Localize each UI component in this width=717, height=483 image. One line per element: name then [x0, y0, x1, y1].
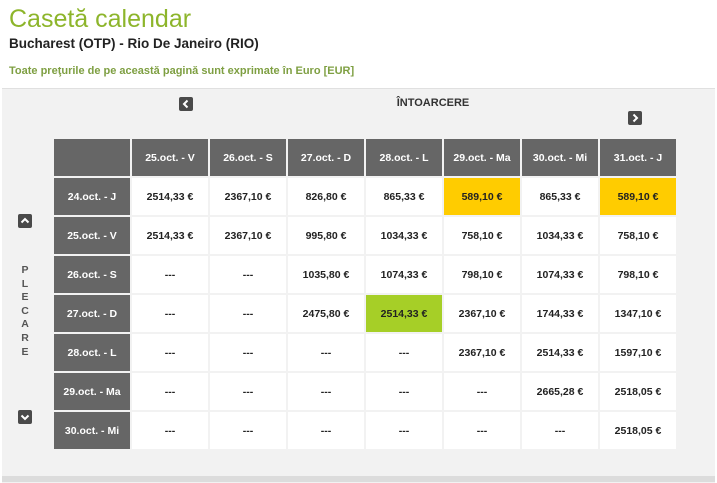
- price-cell: ---: [210, 334, 286, 371]
- price-cell[interactable]: 2514,33 €: [522, 334, 598, 371]
- table-row: 25.oct. - V 2514,33 €2367,10 €995,80 €103…: [54, 217, 676, 254]
- table-row: 28.oct. - L --- --- --- --- 2367,10 €2514,33 …: [54, 334, 676, 371]
- price-cell: ---: [522, 412, 598, 449]
- departure-label-letter: L: [21, 277, 29, 290]
- price-cell[interactable]: 995,80 €: [288, 217, 364, 254]
- price-cell[interactable]: 2518,05 €: [600, 412, 676, 449]
- departure-label-letter: P: [21, 264, 29, 276]
- price-cell: ---: [132, 295, 208, 332]
- price-cell: ---: [366, 334, 442, 371]
- price-cell[interactable]: 2514,33 €: [132, 178, 208, 215]
- price-cell[interactable]: 1074,33 €: [366, 256, 442, 293]
- price-cell[interactable]: 2367,10 €: [210, 178, 286, 215]
- price-cell[interactable]: 2475,80 €: [288, 295, 364, 332]
- price-cell: ---: [210, 412, 286, 449]
- price-calendar-table: 25.oct. - V 26.oct. - S 27.oct. - D 28.oct.…: [52, 137, 678, 451]
- table-row: 24.oct. - J 2514,33 €2367,10 €826,80 €865…: [54, 178, 676, 215]
- price-cell: ---: [444, 412, 520, 449]
- price-cell: ---: [132, 334, 208, 371]
- departure-date-header: 28.oct. - L: [54, 334, 130, 371]
- price-cell[interactable]: 2367,10 €: [444, 334, 520, 371]
- price-cell: ---: [210, 256, 286, 293]
- table-row: 26.oct. - S --- --- 1035,80 €1074,33 €798,1…: [54, 256, 676, 293]
- price-cell[interactable]: 1744,33 €: [522, 295, 598, 332]
- next-departure-button[interactable]: [18, 410, 32, 424]
- price-cell[interactable]: 1035,80 €: [288, 256, 364, 293]
- chevron-right-icon: [632, 113, 639, 123]
- price-cell[interactable]: 1034,33 €: [366, 217, 442, 254]
- departure-date-header: 26.oct. - S: [54, 256, 130, 293]
- next-return-button[interactable]: [628, 111, 642, 125]
- table-row: 29.oct. - Ma --- --- --- --- --- 2665,28 €2518…: [54, 373, 676, 410]
- price-cell[interactable]: 589,10 €: [444, 178, 520, 215]
- departure-date-header: 30.oct. - Mi: [54, 412, 130, 449]
- price-cell: ---: [444, 373, 520, 410]
- price-cell[interactable]: 1597,10 €: [600, 334, 676, 371]
- chevron-left-icon: [182, 99, 189, 109]
- table-row: 27.oct. - D --- --- 2475,80 €2514,33 €2367,…: [54, 295, 676, 332]
- return-date-header: 28.oct. - L: [366, 139, 442, 176]
- price-cell: ---: [366, 373, 442, 410]
- return-date-header: 25.oct. - V: [132, 139, 208, 176]
- price-cell: ---: [366, 412, 442, 449]
- price-cell: ---: [288, 412, 364, 449]
- departure-label-letter: R: [21, 331, 29, 344]
- price-cell: ---: [132, 412, 208, 449]
- route-title: Bucharest (OTP) - Rio De Janeiro (RIO): [9, 36, 259, 51]
- price-cell[interactable]: 589,10 €: [600, 178, 676, 215]
- price-cell: ---: [288, 373, 364, 410]
- price-cell[interactable]: 2665,28 €: [522, 373, 598, 410]
- departure-date-header: 29.oct. - Ma: [54, 373, 130, 410]
- prev-departure-button[interactable]: [18, 214, 32, 228]
- price-cell[interactable]: 2367,10 €: [444, 295, 520, 332]
- price-cell: ---: [210, 295, 286, 332]
- price-cell[interactable]: 2514,33 €: [366, 295, 442, 332]
- header-row: 25.oct. - V 26.oct. - S 27.oct. - D 28.oct.…: [54, 139, 676, 176]
- price-cell: ---: [132, 373, 208, 410]
- price-cell[interactable]: 2518,05 €: [600, 373, 676, 410]
- price-cell[interactable]: 1074,33 €: [522, 256, 598, 293]
- return-label: ÎNTOARCERE: [396, 97, 470, 109]
- price-cell[interactable]: 798,10 €: [600, 256, 676, 293]
- price-cell: ---: [210, 373, 286, 410]
- departure-label-letter: C: [21, 304, 29, 317]
- price-cell[interactable]: 2514,33 €: [132, 217, 208, 254]
- price-cell[interactable]: 865,33 €: [522, 178, 598, 215]
- page-title: Casetă calendar: [9, 5, 192, 33]
- price-cell[interactable]: 758,10 €: [444, 217, 520, 254]
- departure-date-header: 25.oct. - V: [54, 217, 130, 254]
- return-date-header: 29.oct. - Ma: [444, 139, 520, 176]
- price-cell: ---: [132, 256, 208, 293]
- price-cell[interactable]: 2367,10 €: [210, 217, 286, 254]
- return-date-header: 27.oct. - D: [288, 139, 364, 176]
- price-cell[interactable]: 1347,10 €: [600, 295, 676, 332]
- price-cell: ---: [288, 334, 364, 371]
- bottom-bar: [2, 476, 715, 482]
- departure-label-letter: E: [21, 345, 29, 358]
- corner-cell: [54, 139, 130, 176]
- return-date-header: 31.oct. - J: [600, 139, 676, 176]
- departure-label-letter: A: [21, 318, 29, 331]
- price-cell[interactable]: 758,10 €: [600, 217, 676, 254]
- departure-label-letter: E: [21, 291, 29, 304]
- chevron-down-icon: [20, 414, 30, 421]
- price-cell[interactable]: 826,80 €: [288, 178, 364, 215]
- price-cell[interactable]: 798,10 €: [444, 256, 520, 293]
- prev-return-button[interactable]: [179, 97, 193, 111]
- return-date-header: 26.oct. - S: [210, 139, 286, 176]
- departure-date-header: 27.oct. - D: [54, 295, 130, 332]
- currency-note: Toate preţurile de pe această pagină sun…: [9, 65, 355, 77]
- table-row: 30.oct. - Mi --- --- --- --- --- --- 2518,05 €: [54, 412, 676, 449]
- price-cell[interactable]: 1034,33 €: [522, 217, 598, 254]
- departure-date-header: 24.oct. - J: [54, 178, 130, 215]
- price-cell[interactable]: 865,33 €: [366, 178, 442, 215]
- chevron-up-icon: [20, 217, 30, 224]
- return-date-header: 30.oct. - Mi: [522, 139, 598, 176]
